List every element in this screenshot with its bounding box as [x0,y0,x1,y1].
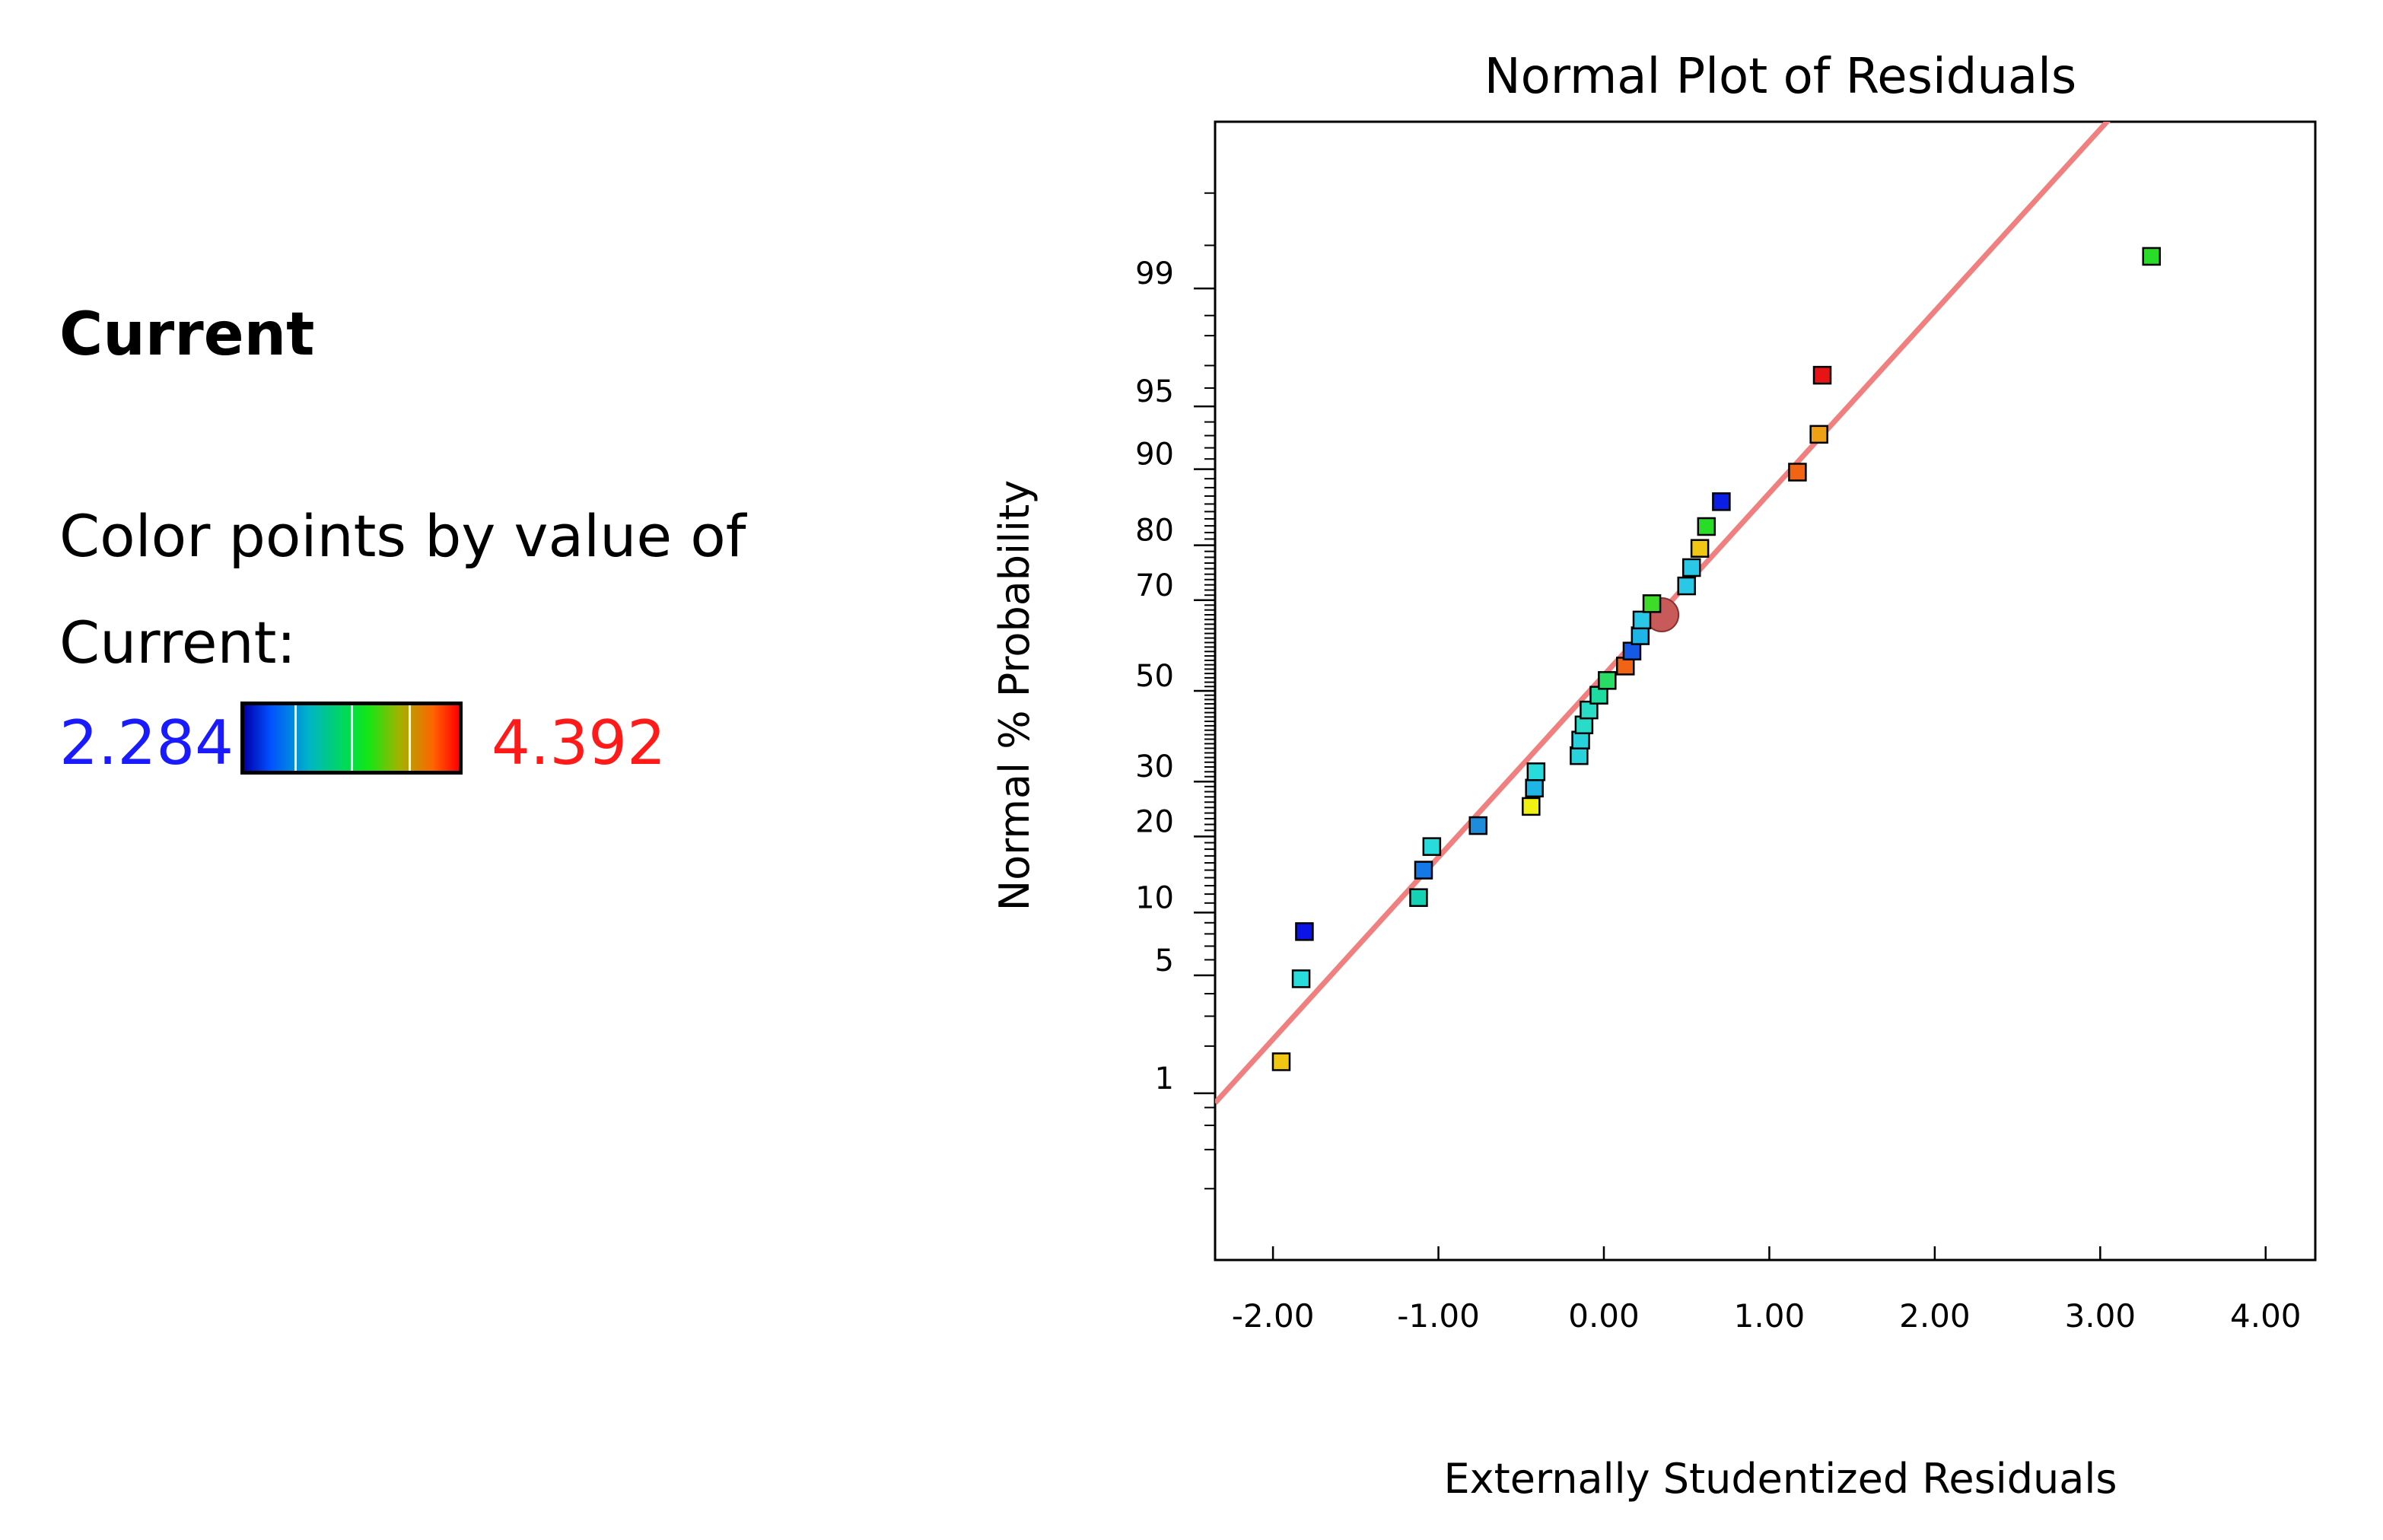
plot-frame [1214,120,2317,1262]
y-tick-label: 5 [1155,943,1174,978]
x-tick-label: 0.00 [1568,1297,1640,1335]
x-tick-label: 2.00 [1899,1297,1971,1335]
legend-max-value: 4.392 [492,708,667,778]
data-point [1712,492,1731,511]
data-point [1291,969,1311,988]
data-point [1570,746,1589,765]
data-point [1631,626,1650,645]
y-tick-label: 70 [1135,568,1174,603]
data-point [2142,247,2161,266]
x-axis-label: Externally Studentized Residuals [1444,1455,2117,1503]
y-tick-label: 1 [1155,1061,1174,1096]
data-point [1295,922,1314,941]
data-point [1409,888,1428,907]
data-point [1697,517,1716,536]
colorbar-tick [351,705,353,771]
y-tick-label: 95 [1135,374,1174,409]
chart-title: Normal Plot of Residuals [1484,49,2077,105]
data-point [1632,610,1652,630]
data-point [1642,594,1662,613]
x-tick-label: -1.00 [1397,1297,1480,1335]
data-point [1812,365,1832,385]
data-point [1809,425,1828,444]
data-point [1681,558,1701,578]
x-tick-label: 4.00 [2230,1297,2302,1335]
colorbar-tick [294,705,297,771]
x-tick-label: 3.00 [2065,1297,2136,1335]
plot-area [1215,122,2161,1105]
legend-caption-line1: Color points by value of [59,502,746,570]
x-axis: -2.00 -1.00 0.00 1.00 2.00 3.00 4.00 [1232,1246,2302,1335]
data-point [1525,778,1544,798]
data-points [1271,247,2161,1071]
data-point [1677,576,1696,596]
data-point [1622,641,1642,660]
x-tick-label: -2.00 [1232,1297,1315,1335]
colorbar-gradient [240,702,463,775]
data-point [1690,539,1710,558]
y-axis: 1 5 10 20 30 50 70 80 90 95 99 [1135,192,1215,1190]
data-point [1414,861,1433,880]
data-point [1580,700,1599,720]
data-point [1598,671,1617,690]
y-tick-label: 90 [1135,438,1174,473]
y-tick-label: 10 [1135,880,1174,915]
data-point [1526,762,1546,781]
data-point [1468,816,1487,835]
y-tick-label: 80 [1135,514,1174,549]
y-tick-label: 20 [1135,804,1174,839]
color-legend-panel: Current Color points by value of Current… [0,0,989,1540]
y-tick-label: 99 [1135,256,1174,291]
legend-min-value: 2.284 [59,708,234,778]
y-tick-label: 30 [1135,749,1174,784]
legend-heading: Current [59,301,315,369]
legend-caption-line2: Current: [59,609,297,676]
x-tick-label: 1.00 [1734,1297,1806,1335]
data-point [1271,1052,1291,1071]
data-point [1788,463,1807,482]
data-point [1422,837,1442,856]
y-tick-label: 50 [1135,659,1174,694]
y-axis-label: Normal % Probability [991,480,1039,911]
colorbar-tick [409,705,411,771]
data-point [1522,797,1541,816]
